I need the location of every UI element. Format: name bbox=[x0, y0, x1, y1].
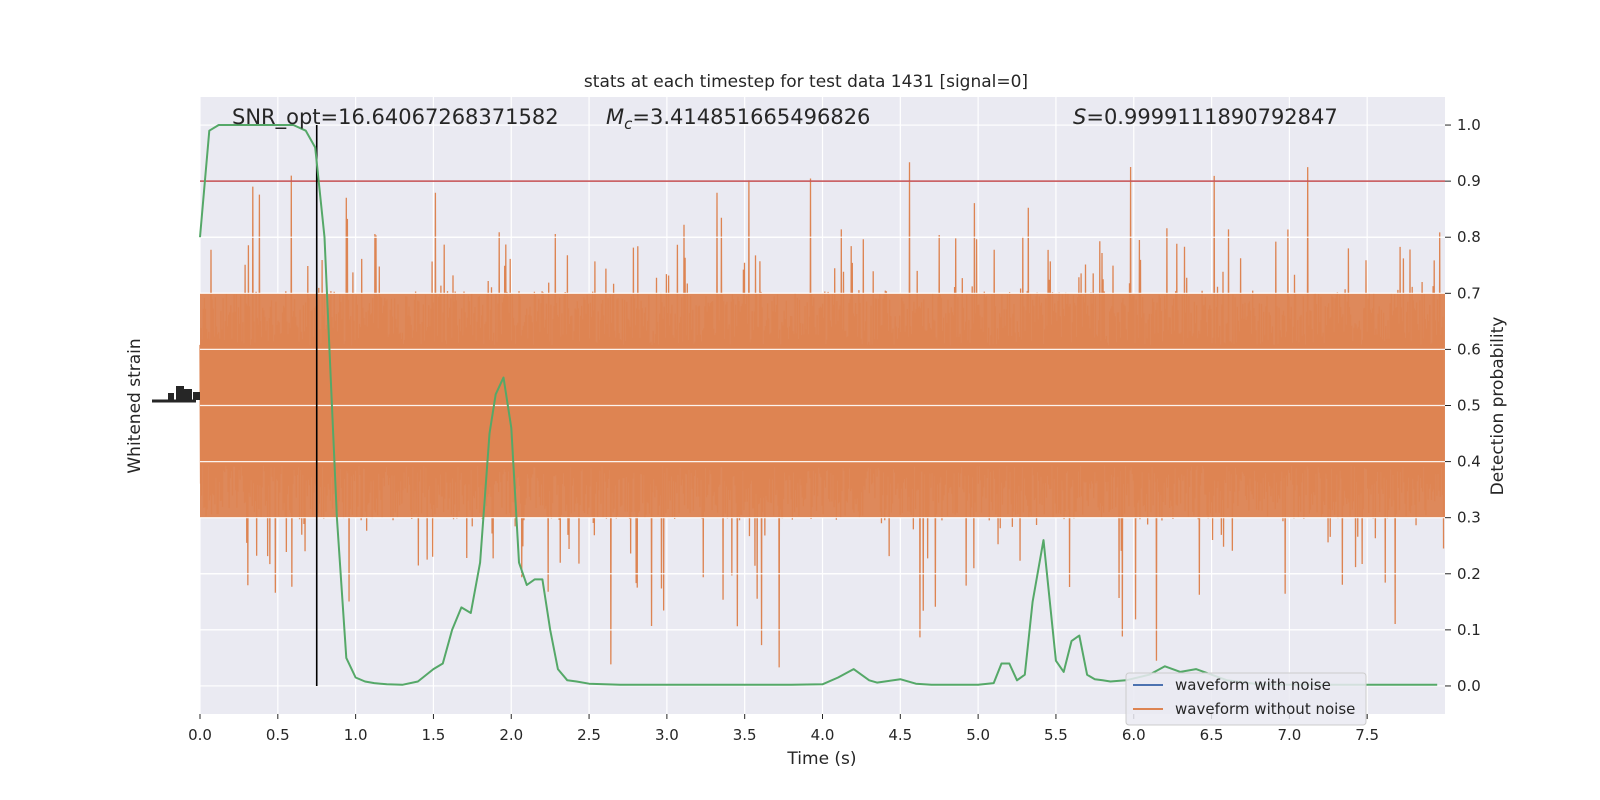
x-tick-label: 6.5 bbox=[1200, 726, 1224, 744]
x-tick-label: 5.5 bbox=[1044, 726, 1068, 744]
detection-probability-line bbox=[199, 124, 1438, 686]
strain-tick-mark bbox=[176, 386, 184, 400]
score-symbol: S bbox=[1073, 105, 1086, 129]
legend: waveform with noise waveform without noi… bbox=[1125, 672, 1367, 726]
x-tick-label: 2.0 bbox=[499, 726, 523, 744]
x-tick-label: 1.5 bbox=[422, 726, 446, 744]
overlay-lines bbox=[200, 125, 1445, 686]
x-tick-label: 6.0 bbox=[1122, 726, 1146, 744]
strain-tick-mark bbox=[168, 393, 174, 401]
x-tick-label: 4.0 bbox=[811, 726, 835, 744]
legend-label-without-noise: waveform without noise bbox=[1175, 700, 1355, 718]
x-tick-label: 3.0 bbox=[655, 726, 679, 744]
strain-tick-marks bbox=[152, 386, 200, 403]
waveform-without-noise-series bbox=[199, 124, 1445, 687]
right-axis-label: Detection probability bbox=[1488, 317, 1508, 496]
x-tick-label: 3.5 bbox=[733, 726, 757, 744]
x-tick-label: 4.5 bbox=[888, 726, 912, 744]
legend-label-with-noise: waveform with noise bbox=[1175, 676, 1331, 694]
strain-tick-mark bbox=[184, 389, 192, 401]
right-tick-label: 0.2 bbox=[1457, 565, 1481, 583]
snr-annotation: SNR_opt=16.64067268371582 bbox=[232, 105, 559, 130]
chart-title: stats at each timestep for test data 143… bbox=[584, 72, 1028, 92]
score-annotation: S=0.9999111890792847 bbox=[1073, 105, 1338, 129]
right-tick-label: 0.6 bbox=[1457, 340, 1481, 358]
chirp-mass-symbol: M bbox=[606, 105, 624, 129]
right-tick-label: 0.7 bbox=[1457, 284, 1481, 302]
right-tick-label: 0.9 bbox=[1457, 172, 1481, 190]
x-tick-label: 0.5 bbox=[266, 726, 290, 744]
left-axis-label: Whitened strain bbox=[125, 338, 145, 473]
x-axis-label: Time (s) bbox=[786, 749, 856, 769]
score-value: =0.9999111890792847 bbox=[1086, 105, 1337, 129]
right-tick-label: 0.0 bbox=[1457, 677, 1481, 695]
right-tick-label: 0.5 bbox=[1457, 397, 1481, 415]
strain-tick-mark bbox=[193, 392, 200, 400]
chirp-mass-annotation: Mc=3.414851665496826 bbox=[606, 105, 870, 133]
chirp-mass-subscript: c bbox=[624, 115, 633, 133]
x-tick-label: 7.0 bbox=[1277, 726, 1301, 744]
x-tick-label: 2.5 bbox=[577, 726, 601, 744]
x-tick-label: 5.0 bbox=[966, 726, 990, 744]
x-tick-label: 1.0 bbox=[344, 726, 368, 744]
right-tick-label: 1.0 bbox=[1457, 116, 1481, 134]
x-axis-ticks: 0.0 0.5 1.0 1.5 2.0 2.5 3.0 3.5 4.0 4.5 5.0 5.5 6.0 6… bbox=[188, 714, 1379, 744]
right-tick-label: 0.3 bbox=[1457, 509, 1481, 527]
right-tick-label: 0.1 bbox=[1457, 621, 1481, 639]
right-tick-label: 0.8 bbox=[1457, 228, 1481, 246]
x-tick-label: 7.5 bbox=[1355, 726, 1379, 744]
legend-box bbox=[1125, 672, 1367, 726]
x-tick-label: 0.0 bbox=[188, 726, 212, 744]
detection-probability-series bbox=[199, 124, 1438, 686]
right-tick-label: 0.4 bbox=[1457, 453, 1481, 471]
right-axis-ticks: 0.0 0.1 0.2 0.3 0.4 0.5 0.6 0.7 0.8 0.9 1.0 bbox=[1445, 116, 1481, 695]
chirp-mass-value: =3.414851665496826 bbox=[632, 105, 870, 129]
